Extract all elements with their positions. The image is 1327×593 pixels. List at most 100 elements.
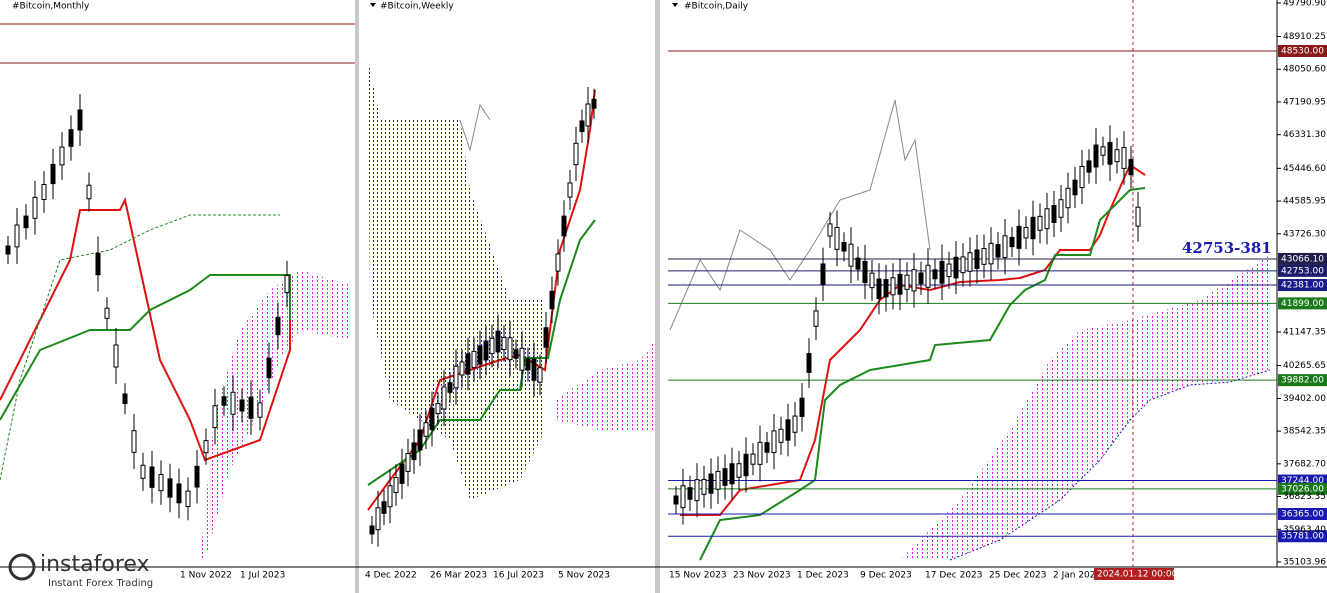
candle-body <box>77 109 83 131</box>
candle-body <box>1100 146 1106 156</box>
candle-body <box>230 391 236 415</box>
price-label: 49790.90 <box>1283 0 1326 9</box>
time-label: 15 Nov 2023 <box>669 571 727 581</box>
candle-body <box>1079 165 1085 189</box>
candle-body <box>429 407 435 431</box>
candle-body <box>113 344 119 368</box>
candle-body <box>708 473 714 494</box>
level-label: 48530.00 <box>1281 46 1324 56</box>
candle-body <box>1135 206 1141 227</box>
time-label: 25 Dec 2023 <box>989 571 1047 581</box>
candle-body <box>750 453 756 465</box>
candle-body <box>736 463 742 478</box>
candle-body <box>185 490 191 508</box>
candle-body <box>953 256 959 279</box>
candle-body <box>555 253 561 272</box>
price-label: 38542.35 <box>1283 427 1326 437</box>
candle-body <box>59 146 65 166</box>
candle-body <box>743 453 749 477</box>
candle-body <box>932 269 938 280</box>
candle-body <box>369 525 375 535</box>
candle-body <box>1044 208 1050 230</box>
candle-body <box>435 402 441 415</box>
level-label-bg <box>1278 297 1327 310</box>
separator <box>655 0 660 593</box>
candle-body <box>537 367 543 383</box>
candle-body <box>212 405 218 429</box>
level-label-bg <box>1278 482 1327 495</box>
logo: instaforex Instant Forex Trading <box>8 552 153 589</box>
candle-body <box>284 274 290 294</box>
candle-body <box>519 347 525 371</box>
candle-body <box>855 257 861 270</box>
candle-body <box>375 507 381 531</box>
span-b <box>949 369 1271 561</box>
candle-body <box>561 215 567 237</box>
candle-body <box>806 353 812 373</box>
candle-body <box>381 501 387 514</box>
candle-body <box>1051 205 1057 223</box>
candle-body <box>1114 149 1120 163</box>
candle-body <box>104 307 110 319</box>
price-label: 45446.60 <box>1283 164 1326 174</box>
cursor-time: 2024.01.12 00:00 <box>1097 570 1178 580</box>
candle-body <box>248 396 254 419</box>
candle-body <box>729 463 735 485</box>
price-label: 48050.60 <box>1283 65 1326 75</box>
price-label: 36823.35 <box>1283 492 1326 502</box>
candle-body <box>1037 215 1043 231</box>
candle-body <box>778 428 784 443</box>
time-label: 9 Dec 2023 <box>860 571 912 581</box>
time-label: 4 Dec 2022 <box>365 571 417 581</box>
candle-body <box>876 278 882 300</box>
candle-body <box>834 227 840 250</box>
candle-body <box>848 243 854 267</box>
cursor-time-bg <box>1094 568 1174 580</box>
price-label: 46331.30 <box>1283 130 1326 140</box>
level-label: 43066.10 <box>1281 254 1324 264</box>
candle-body <box>501 336 507 351</box>
level-label-bg <box>1278 264 1327 277</box>
candle-body <box>974 249 980 269</box>
candle-body <box>465 353 471 375</box>
candle-body <box>897 273 903 295</box>
candle-body <box>1023 226 1029 239</box>
candle-body <box>167 478 173 498</box>
time-label: 1 Jul 2023 <box>240 571 285 581</box>
candle-body <box>995 243 1001 258</box>
price-label: 41147.35 <box>1283 327 1326 337</box>
annotation: 42753-381 <box>1182 239 1272 257</box>
candle-body <box>471 350 477 369</box>
candle-body <box>50 163 56 185</box>
candle-body <box>417 429 423 451</box>
candle-body <box>715 470 721 490</box>
time-label: 2 Jan 202 <box>1053 571 1096 581</box>
panel-title: #Bitcoin,Daily <box>684 2 749 12</box>
candle-body <box>158 474 164 492</box>
logo-tagline: Instant Forex Trading <box>48 578 153 589</box>
candle-body <box>792 415 798 433</box>
candle-body <box>122 393 128 405</box>
candle-body <box>149 466 155 488</box>
candle-body <box>68 129 74 147</box>
panel-title: #Bitcoin,Monthly <box>12 2 90 12</box>
time-label: 1 Dec 2023 <box>797 571 849 581</box>
cloud <box>200 270 350 560</box>
kijun-line <box>699 187 1146 561</box>
candle-body <box>981 247 987 265</box>
candle-body <box>239 399 245 412</box>
level-label: 39882.00 <box>1281 376 1324 386</box>
span-line <box>0 214 280 481</box>
candle-body <box>221 396 227 406</box>
time-label: 5 Nov 2023 <box>558 571 610 581</box>
logo-icon <box>8 553 36 581</box>
candle-body <box>411 442 417 461</box>
price-label: 47190.95 <box>1283 97 1326 107</box>
time-label: 16 Jul 2023 <box>493 571 544 581</box>
candle-body <box>841 242 847 252</box>
separator <box>355 0 359 593</box>
time-label: 17 Dec 2023 <box>925 571 983 581</box>
candle-body <box>140 464 146 479</box>
candle-body <box>988 242 994 265</box>
